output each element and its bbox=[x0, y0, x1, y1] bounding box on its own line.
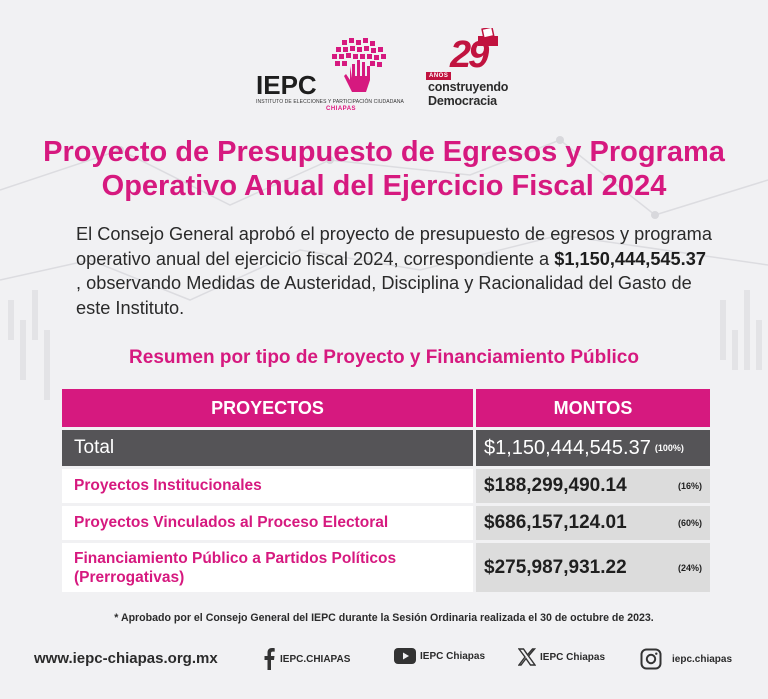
x-label: IEPC Chiapas bbox=[540, 651, 606, 663]
ballot-box-icon bbox=[478, 28, 498, 46]
iepc-logo: IEPC INSTITUTO DE ELECCIONES Y PARTICIPA… bbox=[256, 38, 406, 112]
instagram-icon bbox=[640, 648, 662, 670]
row-label: Proyectos Vinculados al Proceso Electora… bbox=[62, 506, 473, 540]
row-amount-cell: $275,987,931.22 (24%) bbox=[476, 543, 710, 592]
iepc-logo-text: IEPC bbox=[256, 70, 317, 100]
youtube-link[interactable]: IEPC Chiapas bbox=[394, 648, 485, 664]
row-percent: (24%) bbox=[677, 562, 702, 573]
table-row: Proyectos Institucionales $188,299,490.1… bbox=[62, 469, 710, 503]
header-logos: IEPC INSTITUTO DE ELECCIONES Y PARTICIPA… bbox=[0, 28, 768, 112]
intro-amount: $1,150,444,545.37 bbox=[554, 248, 706, 269]
row-label-line2: (Prerrogativas) bbox=[74, 568, 185, 586]
anniversary-logo: 29 AÑOS construyendo Democracia bbox=[422, 28, 532, 112]
budget-table: PROYECTOS MONTOS Total $1,150,444,545.37… bbox=[62, 389, 710, 595]
website-link[interactable]: www.iepc-chiapas.org.mx bbox=[34, 650, 218, 667]
title-line2: Operativo Anual del Ejercicio Fiscal 202… bbox=[101, 170, 667, 202]
iepc-hand-mark bbox=[332, 38, 386, 92]
row-amount-cell: $188,299,490.14 (16%) bbox=[476, 469, 710, 503]
row-percent: (16%) bbox=[677, 481, 702, 491]
youtube-label: IEPC Chiapas bbox=[420, 650, 486, 662]
facebook-icon bbox=[262, 648, 276, 670]
total-percent: (100%) bbox=[654, 443, 684, 453]
header-amounts: MONTOS bbox=[476, 389, 710, 427]
iepc-logo-state: CHIAPAS bbox=[326, 106, 357, 112]
facebook-link[interactable]: IEPC.CHIAPAS bbox=[262, 648, 350, 670]
intro-part2: , observando Medidas de Austeridad, Disc… bbox=[76, 273, 692, 318]
footnote: * Aprobado por el Consejo General del IE… bbox=[114, 612, 654, 624]
iepc-logo-subtitle: INSTITUTO DE ELECCIONES Y PARTICIPACIÓN … bbox=[256, 99, 404, 105]
table-row: Proyectos Vinculados al Proceso Electora… bbox=[62, 506, 710, 540]
row-label-line1: Financiamiento Público a Partidos Políti… bbox=[74, 549, 397, 567]
row-amount: $275,987,931.22 bbox=[484, 556, 627, 578]
intro-paragraph: El Consejo General aprobó el proyecto de… bbox=[76, 222, 716, 320]
footer: www.iepc-chiapas.org.mx IEPC.CHIAPAS IEP… bbox=[0, 645, 768, 675]
total-amount: $1,150,444,545.37 bbox=[484, 436, 651, 459]
row-amount-cell: $686,157,124.01 (60%) bbox=[476, 506, 710, 540]
header-projects: PROYECTOS bbox=[62, 389, 473, 427]
table-row: Financiamiento Público a Partidos Políti… bbox=[62, 543, 710, 592]
x-link[interactable]: IEPC Chiapas bbox=[518, 648, 605, 666]
row-amount: $686,157,124.01 bbox=[484, 512, 627, 533]
row-label: Proyectos Institucionales bbox=[62, 469, 473, 503]
total-amount-cell: $1,150,444,545.37 (100%) bbox=[476, 430, 710, 466]
row-label: Financiamiento Público a Partidos Políti… bbox=[62, 543, 473, 592]
instagram-label: iepc.chiapas bbox=[672, 653, 733, 665]
anniversary-line1: construyendo bbox=[428, 80, 509, 94]
row-amount: $188,299,490.14 bbox=[484, 475, 627, 496]
row-percent: (60%) bbox=[677, 518, 702, 528]
summary-title: Resumen por tipo de Proyecto y Financiam… bbox=[129, 347, 639, 368]
table-header-row: PROYECTOS MONTOS bbox=[62, 389, 710, 427]
instagram-link[interactable]: iepc.chiapas bbox=[640, 648, 732, 670]
anniversary-number: 29 bbox=[450, 34, 489, 76]
anniversary-unit: AÑOS bbox=[426, 72, 452, 80]
anniversary-line2: Democracia bbox=[428, 94, 497, 108]
page-title: Proyecto de Presupuesto de Egresos y Pro… bbox=[0, 135, 768, 203]
x-icon bbox=[518, 648, 536, 666]
youtube-icon bbox=[394, 648, 416, 664]
title-line1: Proyecto de Presupuesto de Egresos y Pro… bbox=[43, 136, 725, 168]
total-label: Total bbox=[62, 430, 473, 466]
table-total-row: Total $1,150,444,545.37 (100%) bbox=[62, 430, 710, 466]
intro-part1: El Consejo General aprobó el proyecto de… bbox=[76, 224, 712, 269]
facebook-label: IEPC.CHIAPAS bbox=[280, 653, 351, 665]
